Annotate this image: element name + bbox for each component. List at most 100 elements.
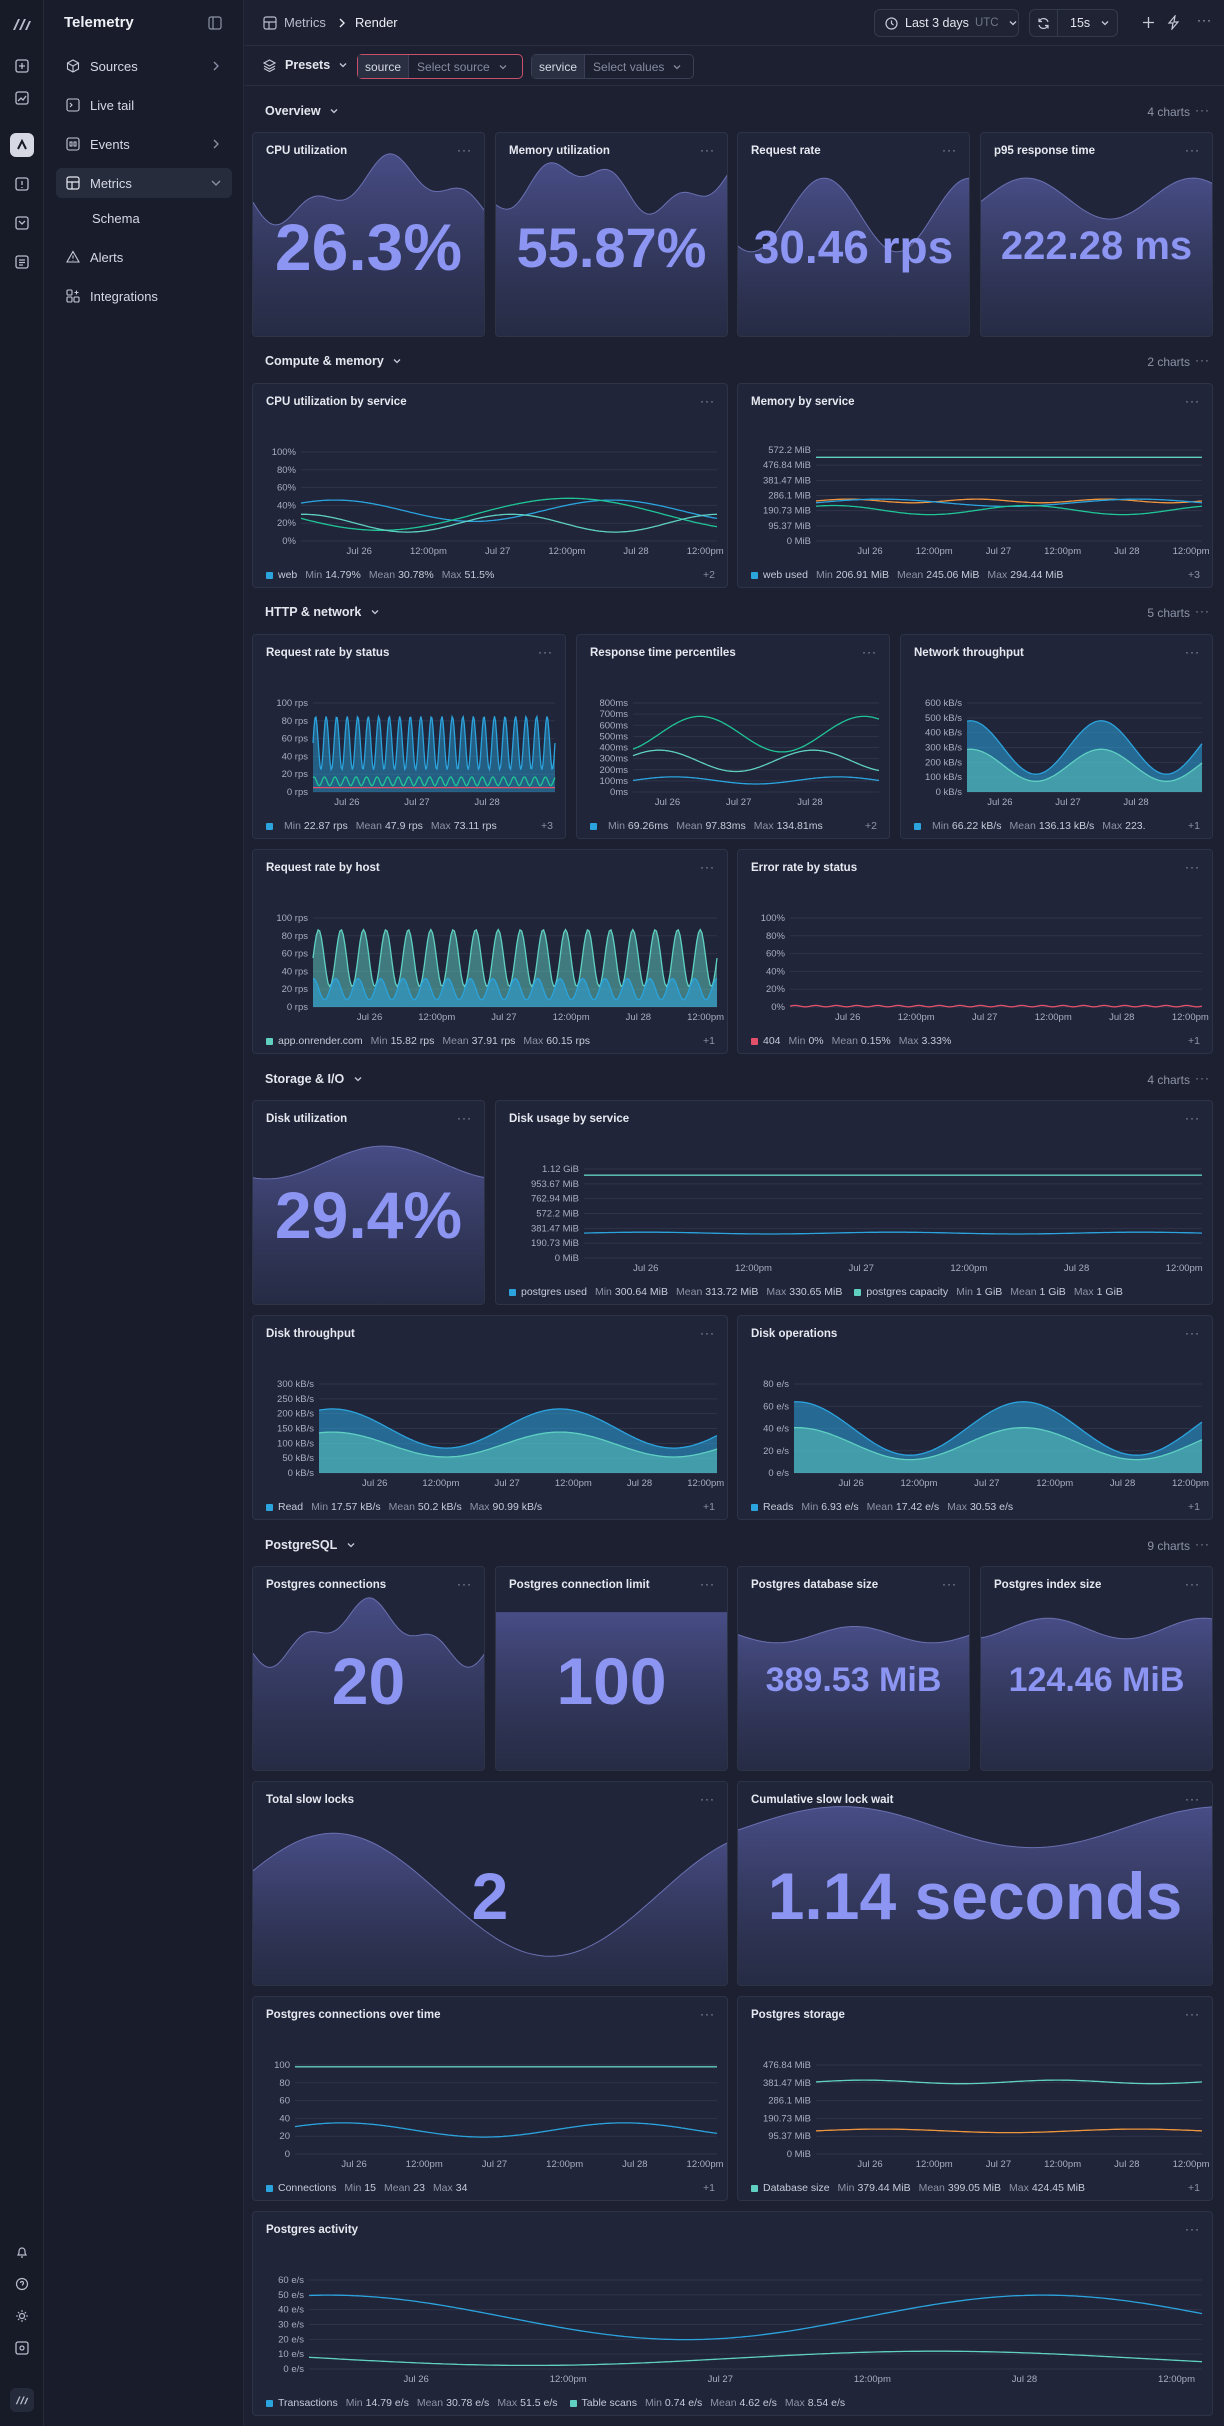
- chart-panel-disk_tp[interactable]: 300 kB/s 250 kB/s 200 kB/s 150 kB/s 100 kB/s…: [252, 1315, 728, 1520]
- stat-panel-pgconn[interactable]: Postgres connections ··· 20: [252, 1566, 485, 1771]
- refresh-control[interactable]: 15s: [1029, 9, 1118, 37]
- chart-panel-pg_conn_time[interactable]: 100 80 60 40 20 0 Jul 26 12:00pm Jul 27 12:00pm Ju…: [252, 1996, 728, 2201]
- chart-panel-err_by_status[interactable]: 100% 80% 60% 40% 20% 0% Jul 26 12:00pm Jul 27 12:…: [737, 849, 1213, 1054]
- chart-panel-cpu_by_service[interactable]: 100% 80% 60% 40% 20% 0% Jul 26 12:00pm Jul 27 12:…: [252, 383, 728, 588]
- bell-icon[interactable]: [10, 2240, 34, 2264]
- plus-square-icon[interactable]: [10, 54, 34, 78]
- section-more-icon[interactable]: ···: [1195, 353, 1210, 367]
- legend-more-count[interactable]: +1: [1188, 1035, 1200, 1047]
- panel-menu-icon[interactable]: ···: [862, 645, 877, 659]
- inbox-icon[interactable]: [10, 211, 34, 235]
- chart-legend[interactable]: Transactions Min 14.79 e/s Mean 30.78 e/s Max…: [266, 2397, 845, 2409]
- legend-more-count[interactable]: +1: [703, 1035, 715, 1047]
- panel-menu-icon[interactable]: ···: [1185, 143, 1200, 157]
- workspace-logo-icon[interactable]: [10, 2388, 34, 2412]
- panel-menu-icon[interactable]: ···: [700, 1577, 715, 1591]
- breadcrumb-root[interactable]: Metrics: [284, 15, 326, 30]
- section-overview-title[interactable]: Overview: [265, 104, 339, 118]
- legend-more-count[interactable]: +1: [703, 1501, 715, 1513]
- sidebar-item-schema[interactable]: Schema: [92, 210, 140, 226]
- panel-menu-icon[interactable]: ···: [700, 1326, 715, 1340]
- panel-menu-icon[interactable]: ···: [1185, 1111, 1200, 1125]
- chart-legend[interactable]: 404 Min 0% Mean 0.15% Max 3.33%: [751, 1035, 951, 1047]
- chart-panel-disk_ops[interactable]: 80 e/s 60 e/s 40 e/s 20 e/s 0 e/s Jul 26 12:00…: [737, 1315, 1213, 1520]
- legend-more-count[interactable]: +1: [1188, 820, 1200, 832]
- panel-menu-icon[interactable]: ···: [942, 143, 957, 157]
- chart-legend[interactable]: Reads Min 6.93 e/s Mean 17.42 e/s Max 30.53 e/…: [751, 1501, 1013, 1513]
- chart-panel-net[interactable]: 600 kB/s 500 kB/s 400 kB/s 300 kB/s 200 kB/s…: [900, 634, 1213, 839]
- panel-menu-icon[interactable]: ···: [1185, 1326, 1200, 1340]
- source-filter[interactable]: source Select source: [357, 54, 523, 79]
- chart-panel-req_by_host[interactable]: 100 rps 80 rps 60 rps 40 rps 20 rps 0 rps Jul …: [252, 849, 728, 1054]
- refresh-button[interactable]: [1030, 10, 1058, 36]
- panel-menu-icon[interactable]: ···: [700, 860, 715, 874]
- help-icon[interactable]: [10, 2272, 34, 2296]
- chart-legend[interactable]: Min 69.26ms Mean 97.83ms Max 134.81ms: [590, 820, 823, 832]
- sidebar-item-events[interactable]: Events: [56, 129, 232, 159]
- panel-menu-icon[interactable]: ···: [700, 2007, 715, 2021]
- stat-panel-lockwait[interactable]: Cumulative slow lock wait ··· 1.14 seconds: [737, 1781, 1213, 1986]
- chart-legend[interactable]: Read Min 17.57 kB/s Mean 50.2 kB/s Max 90.99 k…: [266, 1501, 542, 1513]
- stat-panel-mem[interactable]: Memory utilization ··· 55.87%: [495, 132, 728, 337]
- section-storage-title[interactable]: Storage & I/O: [265, 1072, 363, 1086]
- stat-panel-p95[interactable]: p95 response time ··· 222.28 ms: [980, 132, 1213, 337]
- settings-square-icon[interactable]: [10, 2336, 34, 2360]
- stat-panel-disk[interactable]: Disk utilization ··· 29.4%: [252, 1100, 485, 1305]
- time-range-picker[interactable]: Last 3 days UTC: [874, 9, 1019, 37]
- chart-panel-disk_usage[interactable]: 1.12 GiB 953.67 MiB 762.94 MiB 572.2 MiB 381…: [495, 1100, 1213, 1305]
- legend-more-count[interactable]: +1: [1188, 1501, 1200, 1513]
- section-more-icon[interactable]: ···: [1195, 103, 1210, 117]
- more-options-icon[interactable]: ···: [1197, 13, 1212, 27]
- sidebar-item-metrics[interactable]: Metrics: [56, 168, 232, 198]
- section-compute-title[interactable]: Compute & memory: [265, 354, 402, 368]
- panel-menu-icon[interactable]: ···: [700, 143, 715, 157]
- chart-square-icon[interactable]: [10, 86, 34, 110]
- legend-more-count[interactable]: +3: [541, 820, 553, 832]
- stat-panel-pgdb[interactable]: Postgres database size ··· 389.53 MiB: [737, 1566, 970, 1771]
- panel-menu-icon[interactable]: ···: [1185, 1792, 1200, 1806]
- sun-icon[interactable]: [10, 2304, 34, 2328]
- lightning-icon[interactable]: [1167, 15, 1180, 30]
- stat-panel-req[interactable]: Request rate ··· 30.46 rps: [737, 132, 970, 337]
- section-more-icon[interactable]: ···: [1195, 604, 1210, 618]
- presets-button[interactable]: Presets: [263, 58, 348, 72]
- panel-menu-icon[interactable]: ···: [1185, 1577, 1200, 1591]
- chart-legend[interactable]: postgres used Min 300.64 MiB Mean 313.72 MiB…: [509, 1286, 1123, 1298]
- panel-menu-icon[interactable]: ···: [1185, 2222, 1200, 2236]
- legend-more-count[interactable]: +1: [703, 2182, 715, 2194]
- panel-menu-icon[interactable]: ···: [457, 143, 472, 157]
- sidebar-item-live-tail[interactable]: Live tail: [56, 90, 232, 120]
- chart-legend[interactable]: Min 22.87 rps Mean 47.9 rps Max 73.11 rps: [266, 820, 497, 832]
- panel-menu-icon[interactable]: ···: [700, 394, 715, 408]
- chart-legend[interactable]: Min 66.22 kB/s Mean 136.13 kB/s Max 223.: [914, 820, 1146, 832]
- chart-panel-req_by_status[interactable]: 100 rps 80 rps 60 rps 40 rps 20 rps 0 rps Jul …: [252, 634, 566, 839]
- service-filter[interactable]: service Select values: [531, 54, 694, 79]
- alert-square-icon[interactable]: [10, 172, 34, 196]
- chart-panel-pg_activity[interactable]: 60 e/s 50 e/s 40 e/s 30 e/s 20 e/s 10 e/s 0 e/…: [252, 2211, 1213, 2416]
- sidebar-item-alerts[interactable]: Alerts: [56, 242, 232, 272]
- sidebar-item-sources[interactable]: Sources: [56, 51, 232, 81]
- panel-menu-icon[interactable]: ···: [1185, 645, 1200, 659]
- chart-panel-pg_storage[interactable]: 476.84 MiB 381.47 MiB 286.1 MiB 190.73 MiB 9…: [737, 1996, 1213, 2201]
- section-more-icon[interactable]: ···: [1195, 1537, 1210, 1551]
- legend-more-count[interactable]: +1: [1188, 2182, 1200, 2194]
- panel-menu-icon[interactable]: ···: [457, 1111, 472, 1125]
- legend-more-count[interactable]: +2: [865, 820, 877, 832]
- section-more-icon[interactable]: ···: [1195, 1071, 1210, 1085]
- panel-menu-icon[interactable]: ···: [1185, 394, 1200, 408]
- legend-more-count[interactable]: +2: [703, 569, 715, 581]
- panel-menu-icon[interactable]: ···: [942, 1577, 957, 1591]
- section-http-title[interactable]: HTTP & network: [265, 605, 380, 619]
- legend-more-count[interactable]: +3: [1188, 569, 1200, 581]
- stat-panel-locks[interactable]: Total slow locks ··· 2: [252, 1781, 728, 1986]
- panel-menu-icon[interactable]: ···: [538, 645, 553, 659]
- chart-panel-resp_pct[interactable]: 800ms 700ms 600ms 500ms 400ms 300ms 200ms 100ms…: [576, 634, 890, 839]
- add-icon[interactable]: [1142, 16, 1155, 29]
- list-icon[interactable]: [10, 250, 34, 274]
- chart-legend[interactable]: Database size Min 379.44 MiB Mean 399.05 MiB…: [751, 2182, 1085, 2194]
- panel-menu-icon[interactable]: ···: [1185, 2007, 1200, 2021]
- stat-panel-pglimit[interactable]: Postgres connection limit ··· 100: [495, 1566, 728, 1771]
- logo-icon[interactable]: [10, 12, 34, 36]
- panel-menu-icon[interactable]: ···: [457, 1577, 472, 1591]
- section-postgres-title[interactable]: PostgreSQL: [265, 1538, 356, 1552]
